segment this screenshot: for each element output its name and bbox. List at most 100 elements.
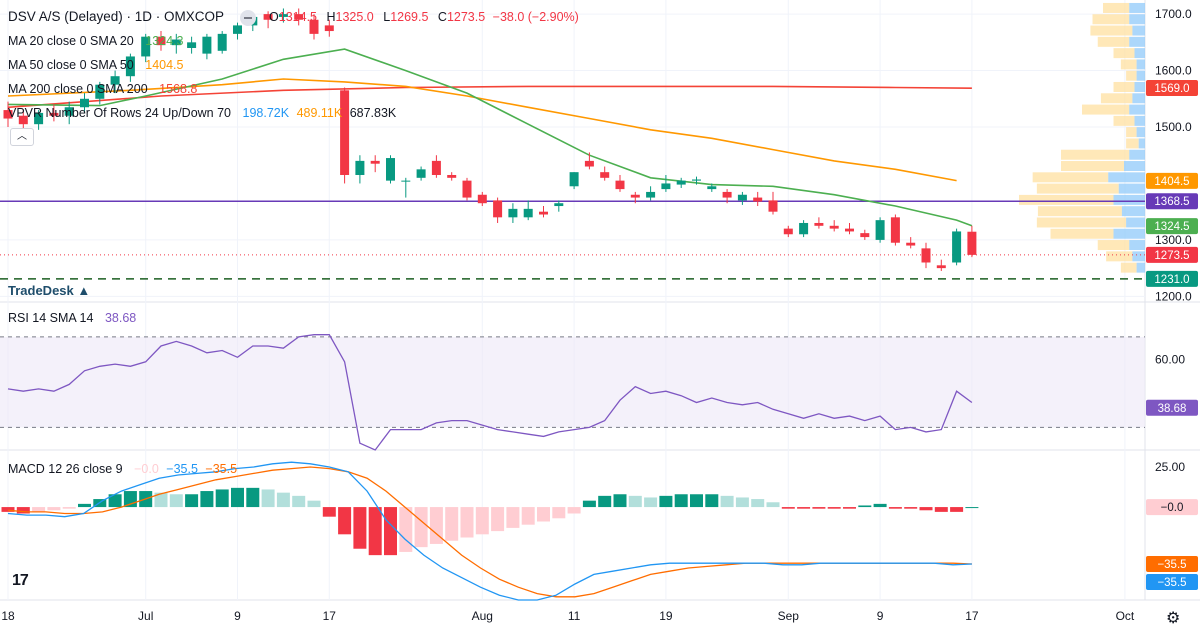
price-label-text: 1368.5 bbox=[1154, 196, 1189, 208]
price-label-pill bbox=[1146, 193, 1198, 210]
macd-histogram-bar bbox=[613, 494, 627, 508]
candle-body bbox=[890, 217, 900, 243]
candle-body bbox=[386, 158, 395, 181]
volume-profile-down-bar bbox=[1050, 228, 1114, 239]
macd-histogram-bar bbox=[399, 507, 413, 552]
x-tick-label: Jul bbox=[138, 609, 153, 623]
candle-body bbox=[646, 191, 656, 198]
candle-body bbox=[125, 56, 135, 77]
candle-body bbox=[523, 208, 533, 218]
volume-profile-up-bar bbox=[1132, 25, 1145, 36]
macd-histogram-bar bbox=[215, 489, 229, 508]
volume-profile-up-bar bbox=[1132, 251, 1145, 262]
candle-body bbox=[431, 160, 441, 175]
volume-profile-up-bar bbox=[1138, 138, 1145, 149]
volume-profile-up-bar bbox=[1134, 48, 1145, 59]
macd-signal-line bbox=[7, 466, 972, 598]
macd-histogram-bar bbox=[919, 507, 933, 511]
eye-icon[interactable] bbox=[239, 9, 256, 26]
volume-profile-up-bar bbox=[1136, 70, 1145, 81]
macd-histogram-bar bbox=[705, 494, 719, 508]
macd-histogram-bar bbox=[491, 507, 505, 532]
candle-body bbox=[860, 233, 870, 238]
volume-profile-down-bar bbox=[1036, 183, 1119, 194]
candle-body bbox=[156, 36, 166, 46]
macd-histogram-bar bbox=[720, 495, 734, 508]
price-label-text: 1404.5 bbox=[1154, 176, 1189, 188]
macd-zero-pill bbox=[1146, 499, 1198, 516]
macd-histogram-bar bbox=[460, 507, 474, 538]
symbol-header: DSV A/S (Delayed) · 1D · OMXCOP O1314.5 … bbox=[8, 9, 579, 26]
volume-profile-up-bar bbox=[1113, 194, 1145, 205]
ma50-label: MA 50 close 0 SMA 50 bbox=[8, 58, 134, 72]
change-value: −38.0 (−2.90%) bbox=[492, 10, 579, 24]
macd-histogram-bar bbox=[353, 507, 367, 549]
macd-histogram-bar bbox=[169, 494, 183, 508]
legend-rsi[interactable]: RSI 14 SMA 14 38.68 bbox=[8, 310, 136, 326]
collapse-legend-button[interactable]: ︿ bbox=[10, 128, 34, 146]
macd-histogram-bar bbox=[965, 507, 979, 509]
macd-histogram-bar bbox=[414, 507, 428, 548]
legend-ma200[interactable]: MA 200 close 0 SMA 200 1568.8 bbox=[8, 81, 197, 97]
candle-body bbox=[554, 203, 564, 207]
legend-macd[interactable]: MACD 12 26 close 9 −0.0 −35.5 −35.5 bbox=[8, 461, 237, 477]
vpvr-total-value: 687.83K bbox=[349, 106, 397, 120]
price-tick-label: 1700.0 bbox=[1155, 7, 1192, 21]
volume-profile-down-bar bbox=[1126, 70, 1137, 81]
candle-body bbox=[829, 225, 839, 229]
axes: 18 Jul 9 17 Aug 11 19 Sep 9 17 Oct 1700.0 1600.0 1500… bbox=[1, 7, 1198, 623]
rsi-band-fill bbox=[0, 336, 1145, 428]
candle-body bbox=[340, 90, 350, 175]
price-tick-label: 1500.0 bbox=[1155, 120, 1192, 134]
legend-vpvr[interactable]: VPVR Number Of Rows 24 Up/Down 70 198.72… bbox=[8, 105, 396, 121]
volume-profile-down-bar bbox=[1019, 194, 1114, 205]
low-label: L bbox=[383, 10, 391, 24]
vpvr-down-value: 489.11K bbox=[296, 106, 343, 120]
macd-histogram-bar bbox=[827, 507, 841, 509]
symbol-title: DSV A/S (Delayed) · 1D · OMXCOP bbox=[8, 9, 225, 24]
candle-body bbox=[309, 19, 319, 34]
candle-body bbox=[217, 33, 227, 51]
macd-histogram-bar bbox=[47, 507, 61, 511]
candle-body bbox=[141, 36, 151, 57]
price-tick-label: 1300.0 bbox=[1155, 233, 1192, 247]
ma200-label: MA 200 close 0 SMA 200 bbox=[8, 82, 148, 96]
macd-histogram-bar bbox=[276, 492, 290, 508]
volume-profile-down-bar bbox=[1120, 262, 1137, 273]
volume-profile-up-bar bbox=[1134, 115, 1145, 126]
volume-profile-down-bar bbox=[1036, 217, 1127, 228]
macd-histogram-bar bbox=[506, 507, 520, 528]
macd-histogram-bar bbox=[843, 507, 856, 509]
macd-histogram-bar bbox=[797, 507, 811, 509]
price-label-text: 1324.5 bbox=[1154, 221, 1189, 233]
volume-profile-up-bar bbox=[1126, 217, 1145, 228]
close-label: C bbox=[437, 10, 447, 24]
volume-profile-down-bar bbox=[1100, 93, 1133, 104]
macd-histogram-bar bbox=[674, 494, 688, 508]
macd-histogram-bar bbox=[231, 487, 244, 508]
ma200-line bbox=[7, 85, 972, 109]
candle-body bbox=[584, 160, 594, 167]
x-tick-label: 17 bbox=[965, 609, 979, 623]
price-label-text: 1231.0 bbox=[1154, 274, 1189, 286]
legend-ma20[interactable]: MA 20 close 0 SMA 20 1324.3 bbox=[8, 33, 183, 49]
x-tick-label: 17 bbox=[323, 609, 337, 623]
macd-histogram-bar bbox=[873, 503, 887, 508]
price-label-pill bbox=[1146, 172, 1198, 189]
ma20-line bbox=[7, 48, 973, 227]
watermark-logo: TradeDesk ▲ bbox=[8, 283, 91, 298]
volume-profile-up-bar bbox=[1136, 59, 1145, 70]
candle-body bbox=[799, 222, 809, 235]
candle-body bbox=[18, 115, 28, 125]
volume-profile-down-bar bbox=[1113, 81, 1135, 92]
macd-histogram-bar bbox=[154, 492, 168, 508]
candle-body bbox=[416, 169, 426, 178]
x-tick-label: 19 bbox=[659, 609, 673, 623]
candle-body bbox=[630, 194, 640, 198]
candle-body bbox=[3, 110, 13, 119]
macd-histogram-bar bbox=[766, 502, 780, 508]
macd-histogram-bar bbox=[552, 507, 566, 519]
gear-icon[interactable]: ⚙ bbox=[1166, 610, 1181, 627]
candle-body bbox=[707, 186, 717, 190]
legend-ma50[interactable]: MA 50 close 0 SMA 50 1404.5 bbox=[8, 57, 183, 73]
